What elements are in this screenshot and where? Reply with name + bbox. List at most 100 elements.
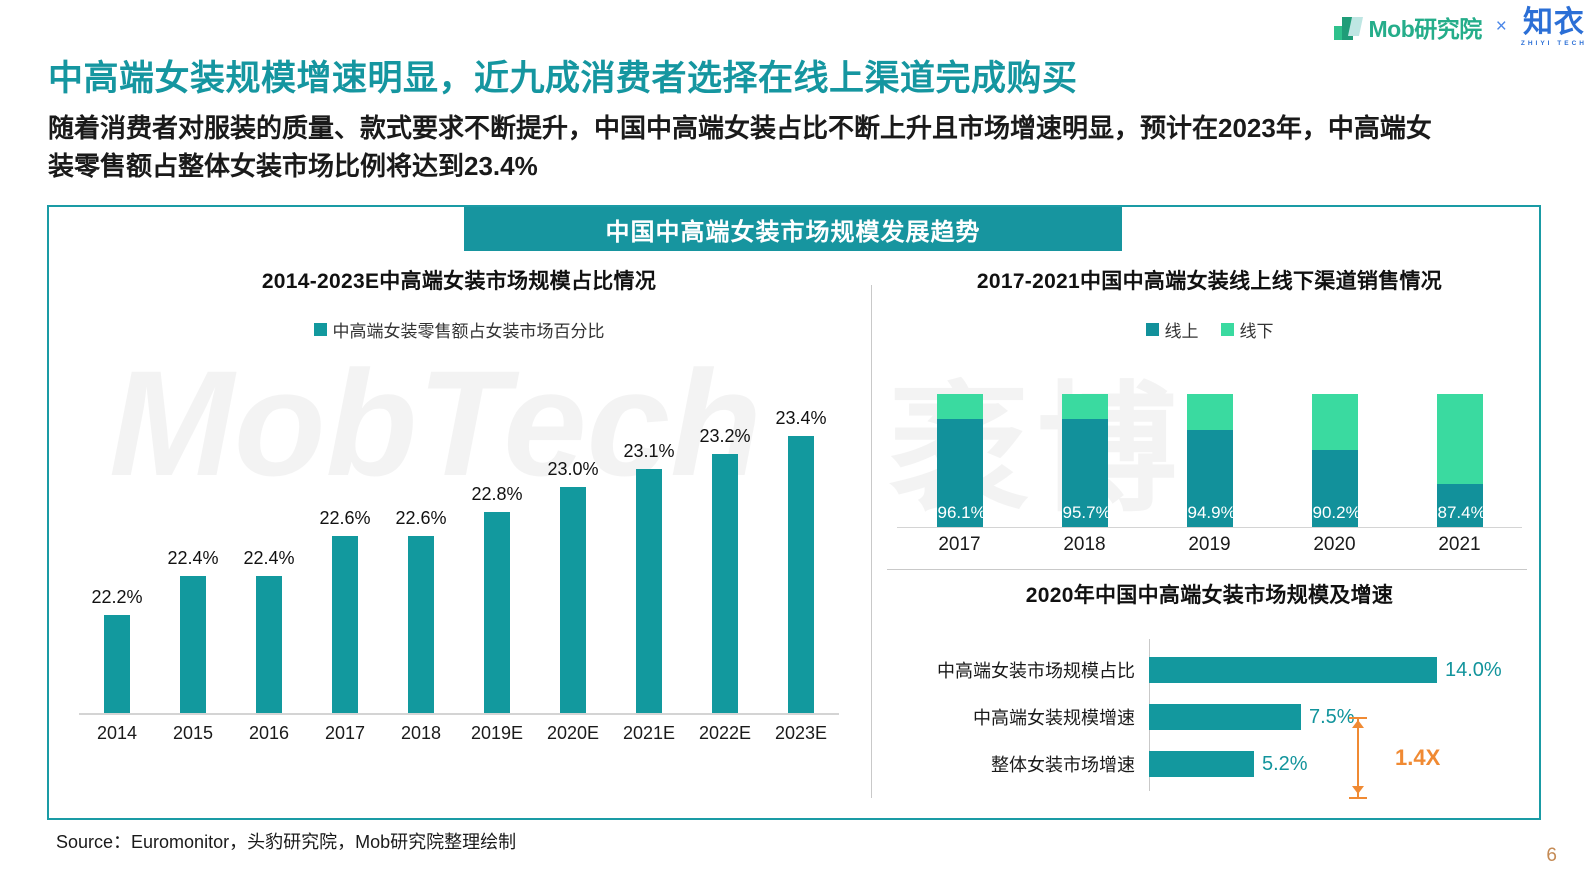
- chart-share-trend-legend: 中高端女装零售额占女装市场百分比: [59, 317, 859, 342]
- bar-segment-label: 90.2%: [1312, 502, 1361, 522]
- bar-column: 23.0%: [539, 408, 607, 713]
- legend-item: 线上: [1145, 317, 1199, 342]
- bar-rect: [179, 575, 206, 713]
- bar-column: 22.6%: [311, 408, 379, 713]
- x-axis-tick-label: 2019: [1188, 534, 1231, 555]
- x-axis-tick-label: 2019E: [470, 722, 524, 743]
- x-axis-tick-label: 2016: [248, 722, 290, 743]
- bar-column: 22.6%: [387, 408, 455, 713]
- brand-logo-bar: Mob研究院 × 知衣 ZHIYI TECH: [1333, 4, 1587, 50]
- horizontal-bar-row: 整体女装市场增速 5.2%: [887, 749, 1532, 779]
- horizontal-bar-value-label: 7.5%: [1309, 705, 1355, 728]
- card-banner-label: 中国中高端女装市场规模发展趋势: [605, 218, 981, 246]
- horizontal-bar-row: 中高端女装市场规模占比 14.0%: [887, 655, 1532, 685]
- chart-size-growth-plot: 中高端女装市场规模占比 14.0% 中高端女装规模增速 7.5% 整体女装市场增速 5.2…: [887, 637, 1532, 799]
- bar-series: 22.2% 22.4% 22.4% 22.6% 22.6% 22.8% 23.0% 23.1%…: [79, 408, 839, 713]
- chart-size-growth: 2020年中国中高端女装市场规模及增速 中高端女装市场规模占比 14.0% 中高端女…: [887, 579, 1532, 804]
- bar-rect: [559, 487, 586, 713]
- mob-logo: Mob研究院: [1333, 10, 1483, 44]
- bar-value-label: 22.4%: [243, 547, 295, 568]
- logo-separator-icon: ×: [1495, 16, 1507, 37]
- stacked-bar-column: 87.4%: [1416, 394, 1504, 527]
- bar-column: 23.1%: [615, 408, 683, 713]
- legend-label: 线下: [1239, 322, 1274, 341]
- bar-segment-label: 96.1%: [937, 502, 986, 522]
- x-axis-tick-label: 2020E: [546, 722, 600, 743]
- x-axis-tick-label: 2020: [1313, 534, 1356, 555]
- bar-value-label: 22.6%: [319, 508, 371, 529]
- stacked-bar-column: 90.2%: [1291, 394, 1379, 527]
- mob-logo-text: Mob研究院: [1368, 16, 1483, 42]
- bar-value-label: 23.1%: [623, 441, 675, 461]
- horizontal-bar-rect: [1149, 657, 1437, 683]
- bar-rect: [787, 436, 814, 713]
- bar-column: 22.4%: [159, 408, 227, 713]
- x-axis-tick-label: 2017: [324, 722, 366, 743]
- horizontal-bar-row: 中高端女装规模增速 7.5%: [887, 702, 1532, 732]
- bar-rect: [483, 511, 510, 713]
- bar-rect: [711, 453, 738, 713]
- card-banner: 中国中高端女装市场规模发展趋势: [464, 207, 1122, 251]
- bar-value-label: 22.2%: [91, 587, 143, 608]
- chart-share-trend-title: 2014-2023E中高端女装市场规模占比情况: [261, 270, 657, 293]
- stacked-bar-column: 95.7%: [1041, 394, 1129, 527]
- bar-segment-online: 90.2%: [1311, 449, 1361, 527]
- bar-rect: [407, 536, 434, 713]
- bar-segment-online: 95.7%: [1061, 419, 1111, 527]
- horizontal-bar-value-label: 5.2%: [1262, 752, 1308, 775]
- zhiyi-logo: 知衣 ZHIYI TECH: [1520, 7, 1587, 47]
- legend-label: 中高端女装零售额占女装市场百分比: [332, 322, 605, 341]
- bar-value-label: 22.8%: [471, 483, 523, 504]
- bar-column: 22.4%: [235, 408, 303, 713]
- bar-value-label: 23.2%: [699, 425, 751, 446]
- x-axis-tick-label: 2014: [96, 722, 138, 743]
- bar-column: 23.2%: [691, 408, 759, 713]
- page-subtitle: 随着消费者对服装的质量、款式要求不断提升，中国中高端女装占比不断上升且市场增速明…: [48, 113, 1432, 181]
- stacked-bar-column: 94.9%: [1166, 394, 1254, 527]
- x-axis-line: [897, 527, 1522, 528]
- legend-item: 线下: [1220, 317, 1274, 342]
- bar-segment-online: 96.1%: [936, 419, 986, 527]
- legend-swatch-icon: [313, 323, 327, 336]
- chart-channel-split-title: 2017-2021中国中高端女装线上线下渠道销售情况: [976, 270, 1443, 293]
- bar-value-label: 23.4%: [775, 408, 827, 428]
- horizontal-divider: [887, 569, 1527, 570]
- chart-channel-split: 2017-2021中国中高端女装线上线下渠道销售情况 线上 线下 96.1% 95…: [887, 265, 1532, 565]
- bar-segment-offline: [936, 394, 983, 420]
- x-axis-tick-label: 2022E: [698, 722, 752, 743]
- zhiyi-logo-subtext: ZHIYI TECH: [1520, 39, 1587, 47]
- growth-multiple-bracket-icon: [1347, 715, 1389, 803]
- bar-rect: [635, 469, 662, 713]
- x-axis-tick-label: 2015: [172, 722, 214, 743]
- bar-column: 22.8%: [463, 408, 531, 713]
- stacked-bar-series: 96.1% 95.7% 94.9% 90.2% 87.4%: [897, 394, 1522, 527]
- x-axis-ticks: 2014 2015 2016 2017 2018 2019E 2020E 2021E 2022E…: [79, 718, 839, 748]
- bar-value-label: 23.0%: [547, 459, 599, 480]
- stacked-bar-column: 96.1%: [916, 394, 1004, 527]
- bar-value-label: 22.6%: [395, 508, 447, 529]
- x-axis-tick-label: 2021E: [622, 722, 676, 743]
- bar-segment-label: 87.4%: [1437, 502, 1486, 522]
- legend-item: 中高端女装零售额占女装市场百分比: [313, 317, 605, 342]
- source-note: Source：Euromonitor，头豹研究院，Mob研究院整理绘制: [56, 832, 517, 852]
- growth-multiple-label: 1.4X: [1395, 745, 1441, 770]
- bar-value-label: 22.4%: [167, 547, 219, 568]
- bar-segment-online: 87.4%: [1436, 484, 1486, 527]
- bar-segment-online: 94.9%: [1186, 429, 1236, 527]
- legend-swatch-icon: [1220, 323, 1234, 336]
- x-axis-ticks: 2017 2018 2019 2020 2021: [897, 530, 1522, 560]
- legend-label: 线上: [1164, 322, 1199, 341]
- horizontal-bar-value-label: 14.0%: [1445, 658, 1502, 681]
- horizontal-bar-category-label: 中高端女装市场规模占比: [937, 661, 1135, 681]
- bar-segment-offline: [1186, 394, 1233, 430]
- chart-share-trend-plot: 22.2% 22.4% 22.4% 22.6% 22.6% 22.8% 23.0% 23.1%…: [79, 373, 839, 748]
- bar-rect: [331, 536, 358, 713]
- page-number: 6: [1546, 845, 1557, 866]
- x-axis-tick-label: 2018: [400, 722, 442, 743]
- x-axis-tick-label: 2018: [1063, 534, 1106, 555]
- bar-rect: [103, 615, 130, 713]
- chart-channel-split-legend: 线上 线下: [887, 317, 1532, 342]
- x-axis-line: [79, 713, 839, 715]
- x-axis-tick-label: 2023E: [774, 722, 828, 743]
- bar-column: 23.4%: [767, 408, 835, 713]
